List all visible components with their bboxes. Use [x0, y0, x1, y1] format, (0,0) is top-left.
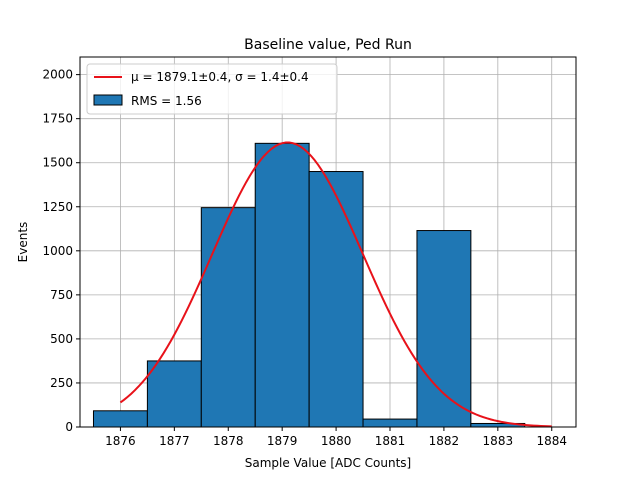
x-tick-label: 1880 — [321, 434, 352, 448]
histogram-bars — [92, 142, 526, 428]
histogram-bar — [92, 410, 148, 428]
y-axis-label: Events — [16, 222, 30, 263]
histogram-bar — [308, 171, 364, 428]
x-axis-label: Sample Value [ADC Counts] — [245, 456, 411, 470]
legend-rms-label: RMS = 1.56 — [131, 94, 202, 108]
x-tick-label: 1877 — [159, 434, 190, 448]
legend: μ = 1879.1±0.4, σ = 1.4±0.4 RMS = 1.56 — [86, 63, 338, 115]
y-tick-label: 0 — [65, 420, 73, 434]
histogram-bar — [200, 207, 256, 428]
x-tick-label: 1876 — [105, 434, 136, 448]
y-tick-label: 1000 — [42, 244, 73, 258]
y-tick-label: 250 — [50, 376, 73, 390]
y-tick-label: 500 — [50, 332, 73, 346]
y-tick-label: 750 — [50, 288, 73, 302]
y-tick-label: 2000 — [42, 68, 73, 82]
x-tick-label: 1884 — [536, 434, 567, 448]
gaussian-fit — [119, 141, 552, 428]
legend-box — [86, 63, 338, 115]
legend-rms-swatch — [93, 94, 123, 106]
x-axis-ticks: 1876 1877 1878 1879 1880 1881 1882 1883 1884 — [105, 427, 567, 448]
x-tick-label: 1883 — [483, 434, 514, 448]
x-tick-label: 1879 — [267, 434, 298, 448]
x-tick-label: 1881 — [375, 434, 406, 448]
y-tick-label: 1750 — [42, 112, 73, 126]
y-axis-ticks: 0 250 500 750 1000 1250 1500 1750 2000 — [42, 68, 80, 434]
histogram-bar — [146, 360, 202, 428]
histogram-bar — [362, 418, 418, 428]
x-tick-label: 1882 — [429, 434, 460, 448]
histogram-bar — [254, 142, 310, 428]
plot-frame — [79, 56, 577, 428]
legend-fit-label: μ = 1879.1±0.4, σ = 1.4±0.4 — [131, 70, 309, 84]
y-tick-label: 1250 — [42, 200, 73, 214]
gaussian-fit-curve — [119, 141, 552, 428]
x-tick-label: 1878 — [213, 434, 244, 448]
chart-title: Baseline value, Ped Run — [244, 37, 412, 53]
y-tick-label: 1500 — [42, 156, 73, 170]
histogram-bar — [416, 230, 472, 428]
